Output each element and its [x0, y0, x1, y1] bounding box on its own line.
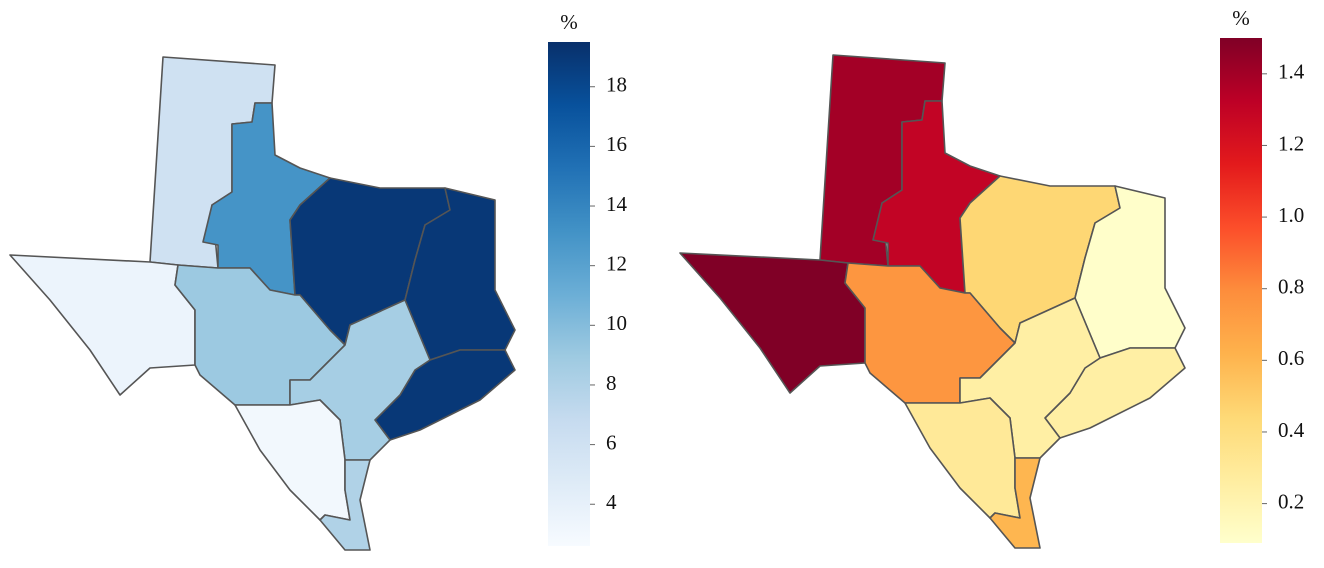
map [9, 56, 516, 551]
colorbar-tick-label: 0.4 [1278, 418, 1305, 442]
colorbar-tick-label: 0.6 [1278, 346, 1304, 370]
map [679, 54, 1186, 549]
region [234, 399, 351, 521]
colorbar-tick-label: 12 [606, 251, 627, 275]
colorbar-tick-label: 1.4 [1278, 60, 1305, 84]
colorbar-tick-label: 0.8 [1278, 275, 1304, 299]
colorbar-tick-label: 8 [606, 371, 617, 395]
region [989, 457, 1041, 549]
region [9, 254, 196, 396]
colorbar-tick-label: 6 [606, 430, 617, 454]
colorbar-tick-label: 18 [606, 73, 627, 97]
colorbar-tick-label: 14 [606, 192, 628, 216]
colorbar-title: % [1232, 6, 1250, 30]
region [904, 397, 1021, 519]
region [319, 459, 371, 551]
region [959, 297, 1101, 459]
colorbar-tick-label: 4 [606, 490, 617, 514]
colorbar-tick-label: 1.0 [1278, 203, 1304, 227]
colorbar-title: % [560, 10, 578, 34]
colorbar-tick-label: 10 [606, 311, 627, 335]
colorbar [548, 42, 590, 546]
region [289, 299, 431, 461]
colorbar [1220, 38, 1262, 543]
colorbar-tick-label: 16 [606, 132, 627, 156]
region [679, 252, 866, 394]
colorbar-tick-label: 1.2 [1278, 131, 1304, 155]
colorbar-tick-label: 0.2 [1278, 489, 1304, 513]
